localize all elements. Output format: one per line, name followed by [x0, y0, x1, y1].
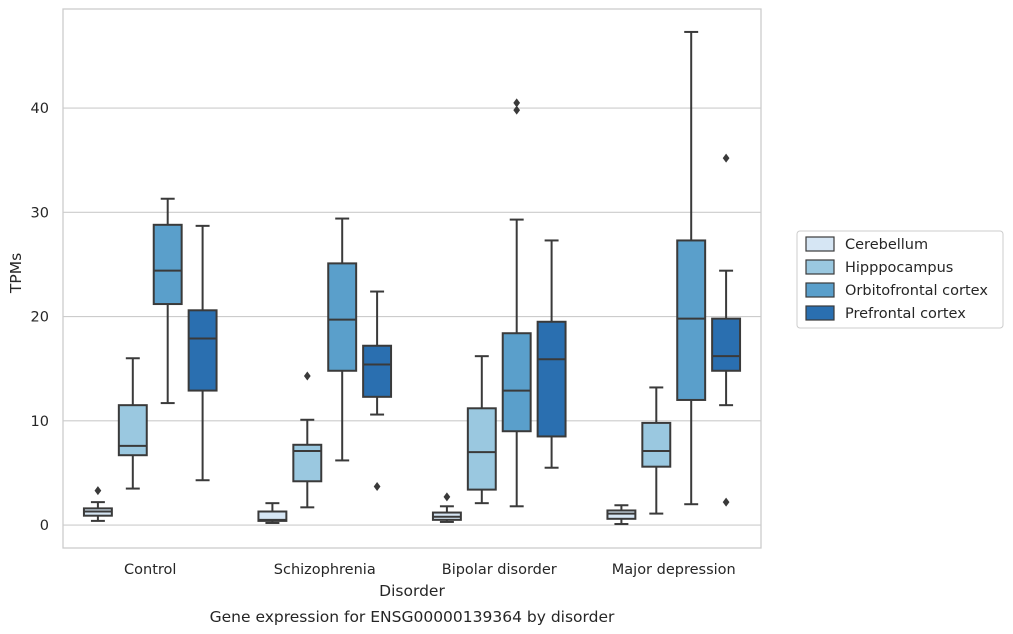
box-cerebellum: [257, 502, 288, 524]
box-iqr: [466, 407, 497, 491]
outlier-point: [373, 481, 381, 491]
legend-label: Prefrontal cortex: [845, 306, 966, 322]
legend-label: Orbitofrontal cortex: [845, 283, 988, 299]
box-iqr: [641, 421, 672, 468]
legend: Cerebellum Hipppocampus Orbitofrontal cort…: [796, 230, 1004, 329]
y-axis-title: TPMs: [7, 253, 25, 294]
legend-label: Hipppocampus: [845, 260, 953, 276]
box-prefrontal-cortex: [536, 239, 567, 469]
box-cerebellum: [606, 504, 637, 526]
y-tick-label: 10: [31, 414, 49, 430]
y-tick-label: 40: [31, 101, 49, 117]
box-iqr: [536, 320, 567, 438]
box-prefrontal-cortex: [187, 224, 218, 482]
outlier-point: [722, 497, 730, 507]
box-iqr: [711, 317, 742, 372]
outlier-point: [722, 153, 730, 163]
box-iqr: [187, 309, 218, 392]
box-orbitofrontal-cortex: [152, 197, 183, 405]
legend-label: Cerebellum: [845, 237, 928, 253]
x-tick-labels: Control Schizophrenia Bipolar disorder Majo…: [124, 562, 736, 578]
box-prefrontal-cortex: [711, 153, 742, 507]
chart-caption: Gene expression for ENSG00000139364 by d…: [210, 608, 615, 626]
legend-swatch: [805, 305, 835, 321]
box-iqr: [606, 509, 637, 520]
legend-swatch: [805, 236, 835, 252]
legend-frame: [796, 230, 1004, 329]
y-tick-label: 30: [31, 205, 49, 221]
box-iqr: [501, 332, 532, 433]
boxes: [82, 30, 742, 526]
x-tick-label: Major depression: [612, 562, 736, 578]
x-tick-label: Bipolar disorder: [442, 562, 557, 578]
box-hipppocampus: [641, 386, 672, 515]
box-orbitofrontal-cortex: [676, 30, 707, 506]
box-cerebellum: [82, 486, 113, 522]
box-iqr: [152, 223, 183, 306]
box-iqr: [362, 344, 393, 398]
box-iqr: [117, 404, 148, 457]
x-tick-label: Control: [124, 562, 176, 578]
box-hipppocampus: [466, 355, 497, 505]
outlier-point: [513, 105, 521, 115]
box-iqr: [327, 262, 358, 372]
legend-swatch: [805, 259, 835, 275]
y-tick-labels: 0 10 20 30 40: [31, 101, 49, 534]
outlier-point: [303, 371, 311, 381]
y-tick-label: 20: [31, 310, 49, 326]
box-cerebellum: [431, 492, 462, 523]
outlier-point: [513, 98, 521, 108]
box-hipppocampus: [117, 357, 148, 490]
box-iqr: [676, 239, 707, 401]
outlier-point: [94, 486, 102, 496]
legend-swatch: [805, 282, 835, 298]
x-tick-label: Schizophrenia: [274, 562, 376, 578]
box-iqr: [257, 510, 288, 522]
y-tick-label: 0: [40, 518, 49, 534]
box-orbitofrontal-cortex: [327, 217, 358, 462]
box-hipppocampus: [292, 371, 323, 509]
box-prefrontal-cortex: [362, 290, 393, 491]
box-orbitofrontal-cortex: [501, 98, 532, 508]
x-axis-title: Disorder: [379, 582, 445, 600]
plot-area-frame: [62, 8, 762, 549]
outlier-point: [443, 492, 451, 502]
gridlines: [63, 107, 761, 526]
